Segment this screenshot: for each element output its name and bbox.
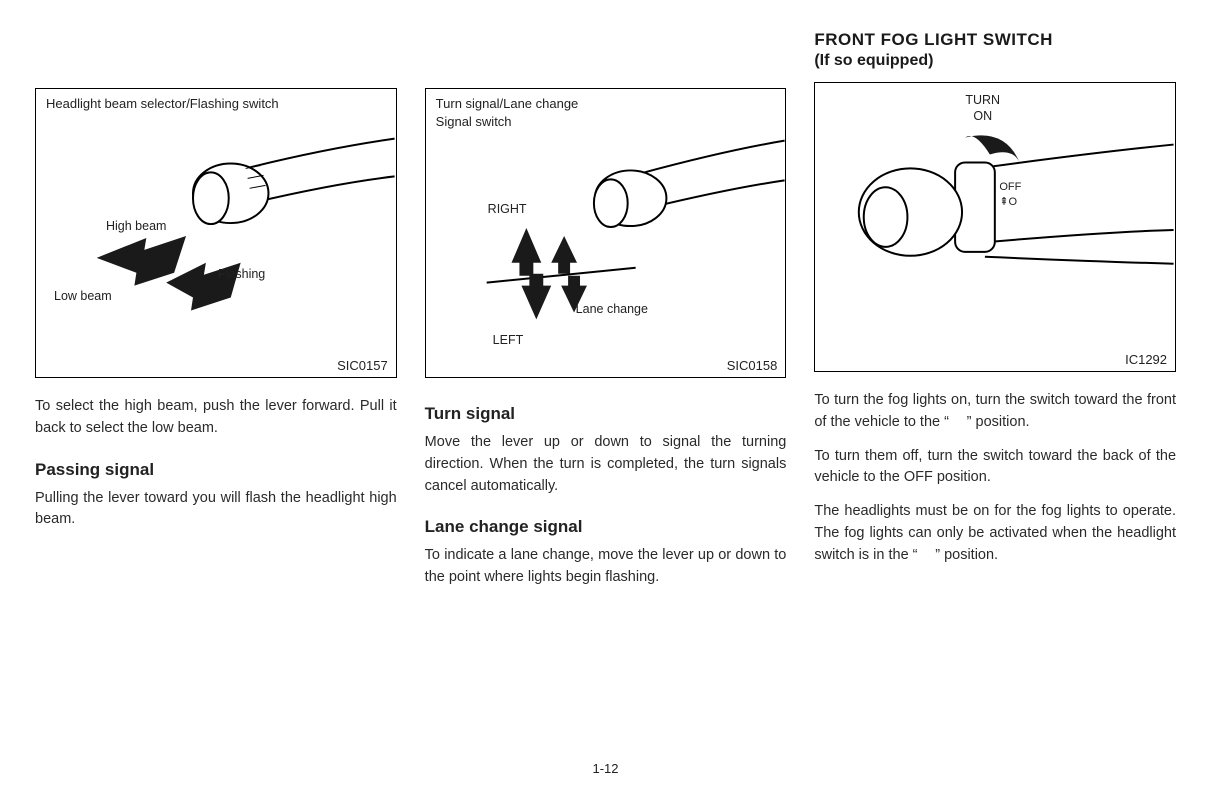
figure-caption: Headlight beam selector/Flashing switch xyxy=(46,95,279,113)
figure-caption: Turn signal/Lane change Signal switch xyxy=(436,95,579,131)
label-left: LEFT xyxy=(493,333,524,347)
figure-code: IC1292 xyxy=(1125,352,1167,367)
label-high-beam: High beam xyxy=(106,219,166,233)
fog-switch-diagram-svg xyxy=(815,83,1175,371)
col3-para3: The headlights must be on for the fog li… xyxy=(814,501,1176,566)
col2-heading-turn: Turn signal xyxy=(425,404,787,424)
col3-para1: To turn the fog lights on, turn the swit… xyxy=(814,390,1176,434)
column-1: Headlight beam selector/Flashing switch … xyxy=(35,88,397,601)
col2-heading-lane: Lane change signal xyxy=(425,517,787,537)
col2-para2: To indicate a lane change, move the leve… xyxy=(425,545,787,589)
label-low-beam: Low beam xyxy=(54,289,112,303)
label-on: ON xyxy=(973,109,992,123)
section-subtitle: (If so equipped) xyxy=(814,52,1176,70)
section-title: FRONT FOG LIGHT SWITCH xyxy=(814,30,1176,50)
fog-symbol-icon: ⇞O xyxy=(999,195,1017,208)
label-turn: TURN xyxy=(965,93,1000,107)
col1-para2: Pulling the lever toward you will flash … xyxy=(35,488,397,532)
manual-page: Headlight beam selector/Flashing switch … xyxy=(35,30,1176,601)
label-lane-change: Lane change xyxy=(576,302,648,316)
caption-line1: Turn signal/Lane change xyxy=(436,96,579,111)
figure-fog-switch: TURN ON OFF ⇞O IC1292 xyxy=(814,82,1176,372)
figure-code: SIC0157 xyxy=(337,358,388,373)
turn-signal-diagram-svg xyxy=(426,89,786,377)
page-number: 1-12 xyxy=(592,761,618,776)
figure-turn-signal: Turn signal/Lane change Signal switch RI… xyxy=(425,88,787,378)
figure-code: SIC0158 xyxy=(727,358,778,373)
label-flashing: Flashing xyxy=(218,267,265,281)
column-3: FRONT FOG LIGHT SWITCH (If so equipped) … xyxy=(814,30,1176,601)
column-2: Turn signal/Lane change Signal switch RI… xyxy=(425,88,787,601)
col3-para2: To turn them off, turn the switch toward… xyxy=(814,446,1176,490)
label-right: RIGHT xyxy=(488,202,527,216)
col2-para1: Move the lever up or down to signal the … xyxy=(425,432,787,497)
label-off: OFF xyxy=(999,181,1021,193)
headlight-diagram-svg xyxy=(36,89,396,377)
figure-headlight-beam: Headlight beam selector/Flashing switch … xyxy=(35,88,397,378)
col1-heading-passing: Passing signal xyxy=(35,460,397,480)
caption-line2: Signal switch xyxy=(436,114,512,129)
col1-para1: To select the high beam, push the lever … xyxy=(35,396,397,440)
